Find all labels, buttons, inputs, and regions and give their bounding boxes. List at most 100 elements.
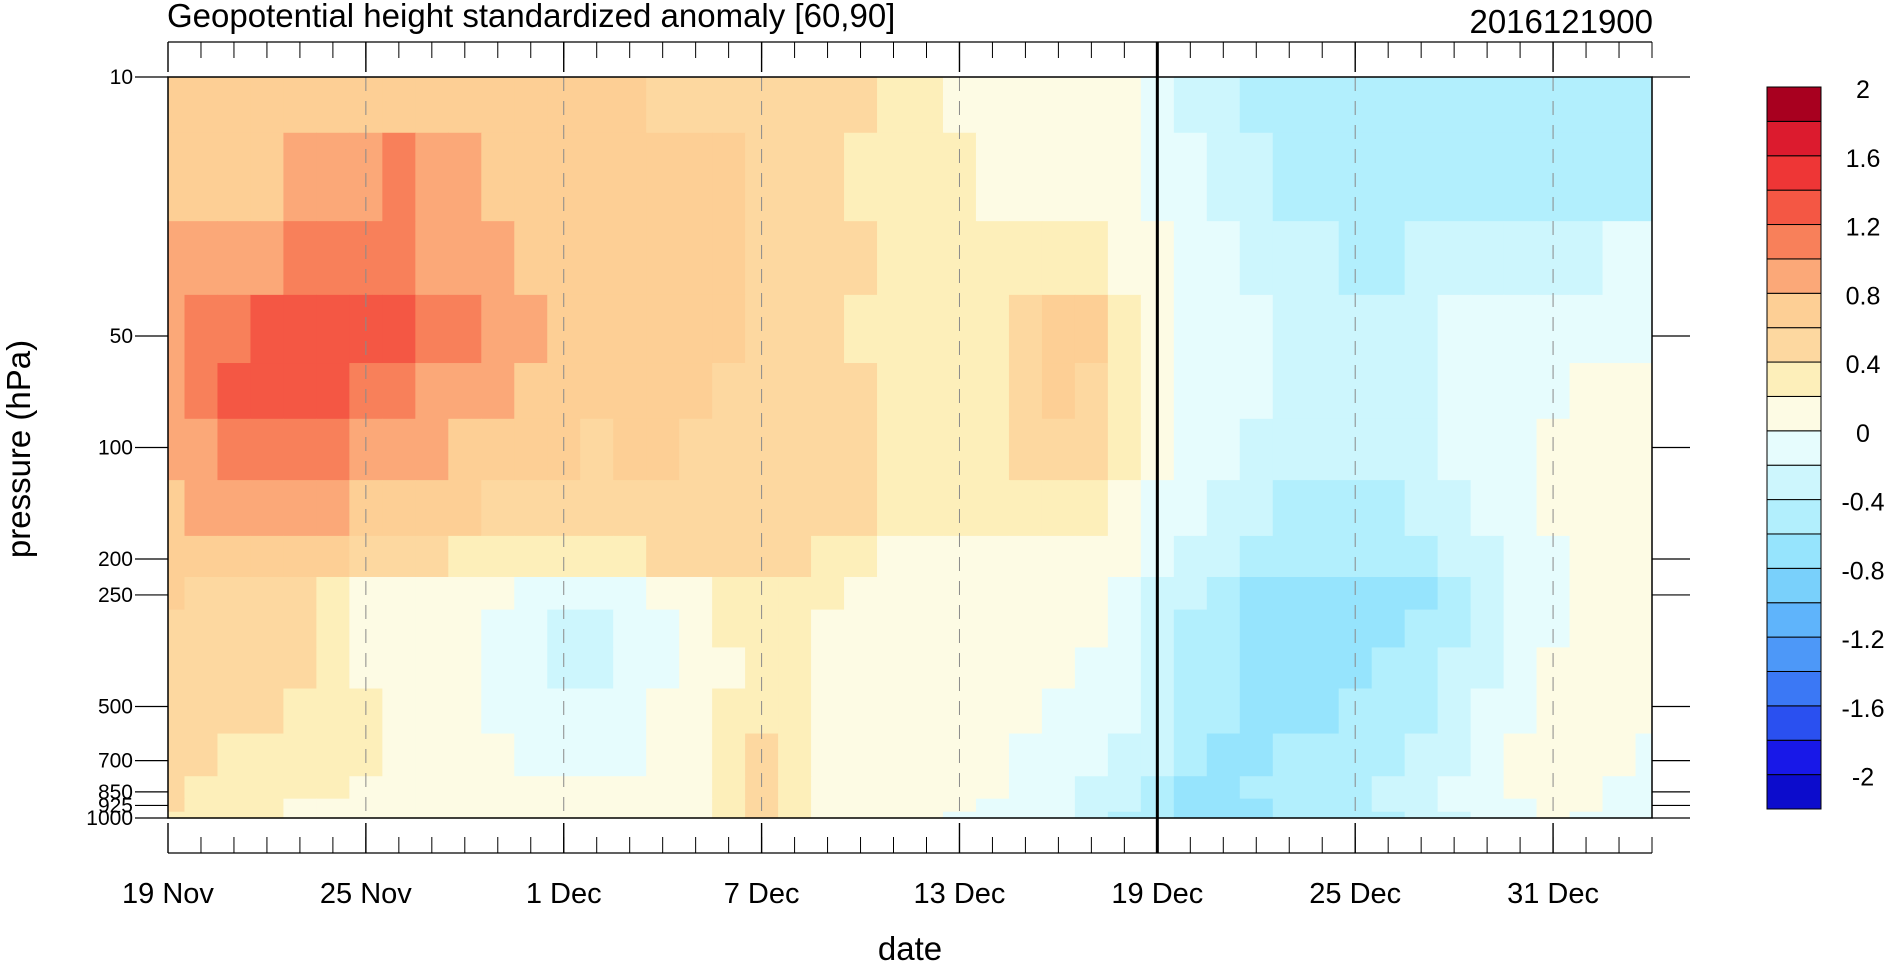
heatmap-cell [168, 535, 186, 578]
x-tick-label: 13 Dec [914, 878, 1006, 910]
heatmap-cell [1173, 77, 1208, 134]
heatmap-cell [1206, 535, 1241, 578]
heatmap-cell [1404, 77, 1439, 134]
heatmap-cell [1008, 363, 1043, 420]
heatmap-cell [1470, 294, 1505, 364]
heatmap-cell [975, 688, 1010, 735]
heatmap-cell [382, 363, 416, 420]
heatmap-cell [217, 480, 252, 537]
heatmap-cell [217, 733, 252, 777]
heatmap-cell [415, 77, 449, 134]
heatmap-cell [910, 480, 944, 537]
heatmap-cell [1602, 798, 1637, 813]
heatmap-cell [1437, 576, 1472, 611]
heatmap-cell [448, 480, 482, 537]
heatmap-cell [811, 221, 845, 296]
heatmap-cell [217, 647, 252, 690]
heatmap-cell [1470, 576, 1505, 611]
heatmap-cell [679, 733, 713, 777]
colorbar-swatch [1766, 430, 1822, 466]
heatmap-cell [1503, 798, 1538, 813]
heatmap-cell [283, 576, 317, 611]
heatmap-cell [481, 688, 515, 735]
x-tick-label: 25 Nov [320, 878, 412, 910]
heatmap-cell [975, 221, 1010, 296]
heatmap-cell [415, 798, 449, 813]
heatmap-cell [1371, 776, 1406, 800]
colorbar-label: 0.8 [1846, 282, 1881, 310]
heatmap-cell [712, 221, 746, 296]
heatmap-cell [1008, 733, 1043, 777]
heatmap-cell [1041, 132, 1076, 222]
heatmap-cell [1371, 811, 1406, 819]
heatmap-cell [514, 535, 548, 578]
heatmap-cell [168, 576, 186, 611]
heatmap-cell [250, 221, 285, 296]
heatmap-cell [217, 811, 252, 819]
heatmap-cell [1074, 733, 1109, 777]
heatmap-cell [184, 811, 219, 819]
heatmap-cell [1503, 535, 1538, 578]
heatmap-cell [382, 77, 416, 134]
heatmap-cell [316, 77, 350, 134]
heatmap-cell [481, 294, 515, 364]
heatmap-cell [1569, 221, 1604, 296]
heatmap-cell [712, 294, 746, 364]
heatmap-cell [382, 132, 416, 222]
heatmap-cell [1437, 132, 1472, 222]
heatmap-cell [382, 480, 416, 537]
heatmap-cell [877, 535, 911, 578]
heatmap-cell [283, 221, 317, 296]
heatmap-cell [1239, 576, 1274, 611]
heatmap-cell [415, 363, 449, 420]
heatmap-cell [1602, 418, 1637, 481]
heatmap-cell [1107, 363, 1142, 420]
heatmap-cell [1404, 418, 1439, 481]
heatmap-cell [877, 294, 911, 364]
heatmap-cell [1635, 77, 1653, 134]
heatmap-cell [283, 418, 317, 481]
heatmap-cell [844, 535, 878, 578]
heatmap-cell [1569, 811, 1604, 819]
heatmap-cell [712, 535, 746, 578]
heatmap-cell [283, 647, 317, 690]
timestamp-label: 2016121900 [1469, 3, 1653, 40]
heatmap-cell [1569, 480, 1604, 537]
heatmap-cell [382, 798, 416, 813]
heatmap-cell [1371, 363, 1406, 420]
heatmap-cell [1272, 798, 1307, 813]
heatmap-cell [1041, 480, 1076, 537]
x-tick-label: 19 Dec [1111, 878, 1203, 910]
heatmap-cell [1272, 733, 1307, 777]
heatmap-cell [481, 798, 515, 813]
heatmap-cell [415, 733, 449, 777]
heatmap-cell [1173, 811, 1208, 819]
heatmap-cell [1602, 609, 1637, 649]
heatmap-cell [1305, 798, 1340, 813]
heatmap-cell [1074, 294, 1109, 364]
heatmap-cell [712, 811, 746, 819]
heatmap-cell [942, 811, 977, 819]
colorbar-swatch [1766, 533, 1822, 569]
heatmap-cell [316, 363, 350, 420]
heatmap-cell [1470, 647, 1505, 690]
heatmap-cell [481, 576, 515, 611]
heatmap-cell [1107, 535, 1142, 578]
heatmap-cell [1272, 609, 1307, 649]
heatmap-cell [910, 576, 944, 611]
heatmap-cell [1008, 77, 1043, 134]
heatmap-cell [712, 77, 746, 134]
heatmap-cell [481, 132, 515, 222]
heatmap-cell [613, 811, 647, 819]
heatmap-cell [481, 418, 515, 481]
heatmap-cell [382, 418, 416, 481]
heatmap-cell [1470, 132, 1505, 222]
colorbar-swatch [1766, 361, 1822, 397]
heatmap-cell [1569, 132, 1604, 222]
heatmap-cell [811, 647, 845, 690]
colorbar-swatch [1766, 602, 1822, 638]
heatmap-cell [168, 733, 186, 777]
x-axis-label: date [878, 930, 942, 963]
heatmap-cell [975, 418, 1010, 481]
